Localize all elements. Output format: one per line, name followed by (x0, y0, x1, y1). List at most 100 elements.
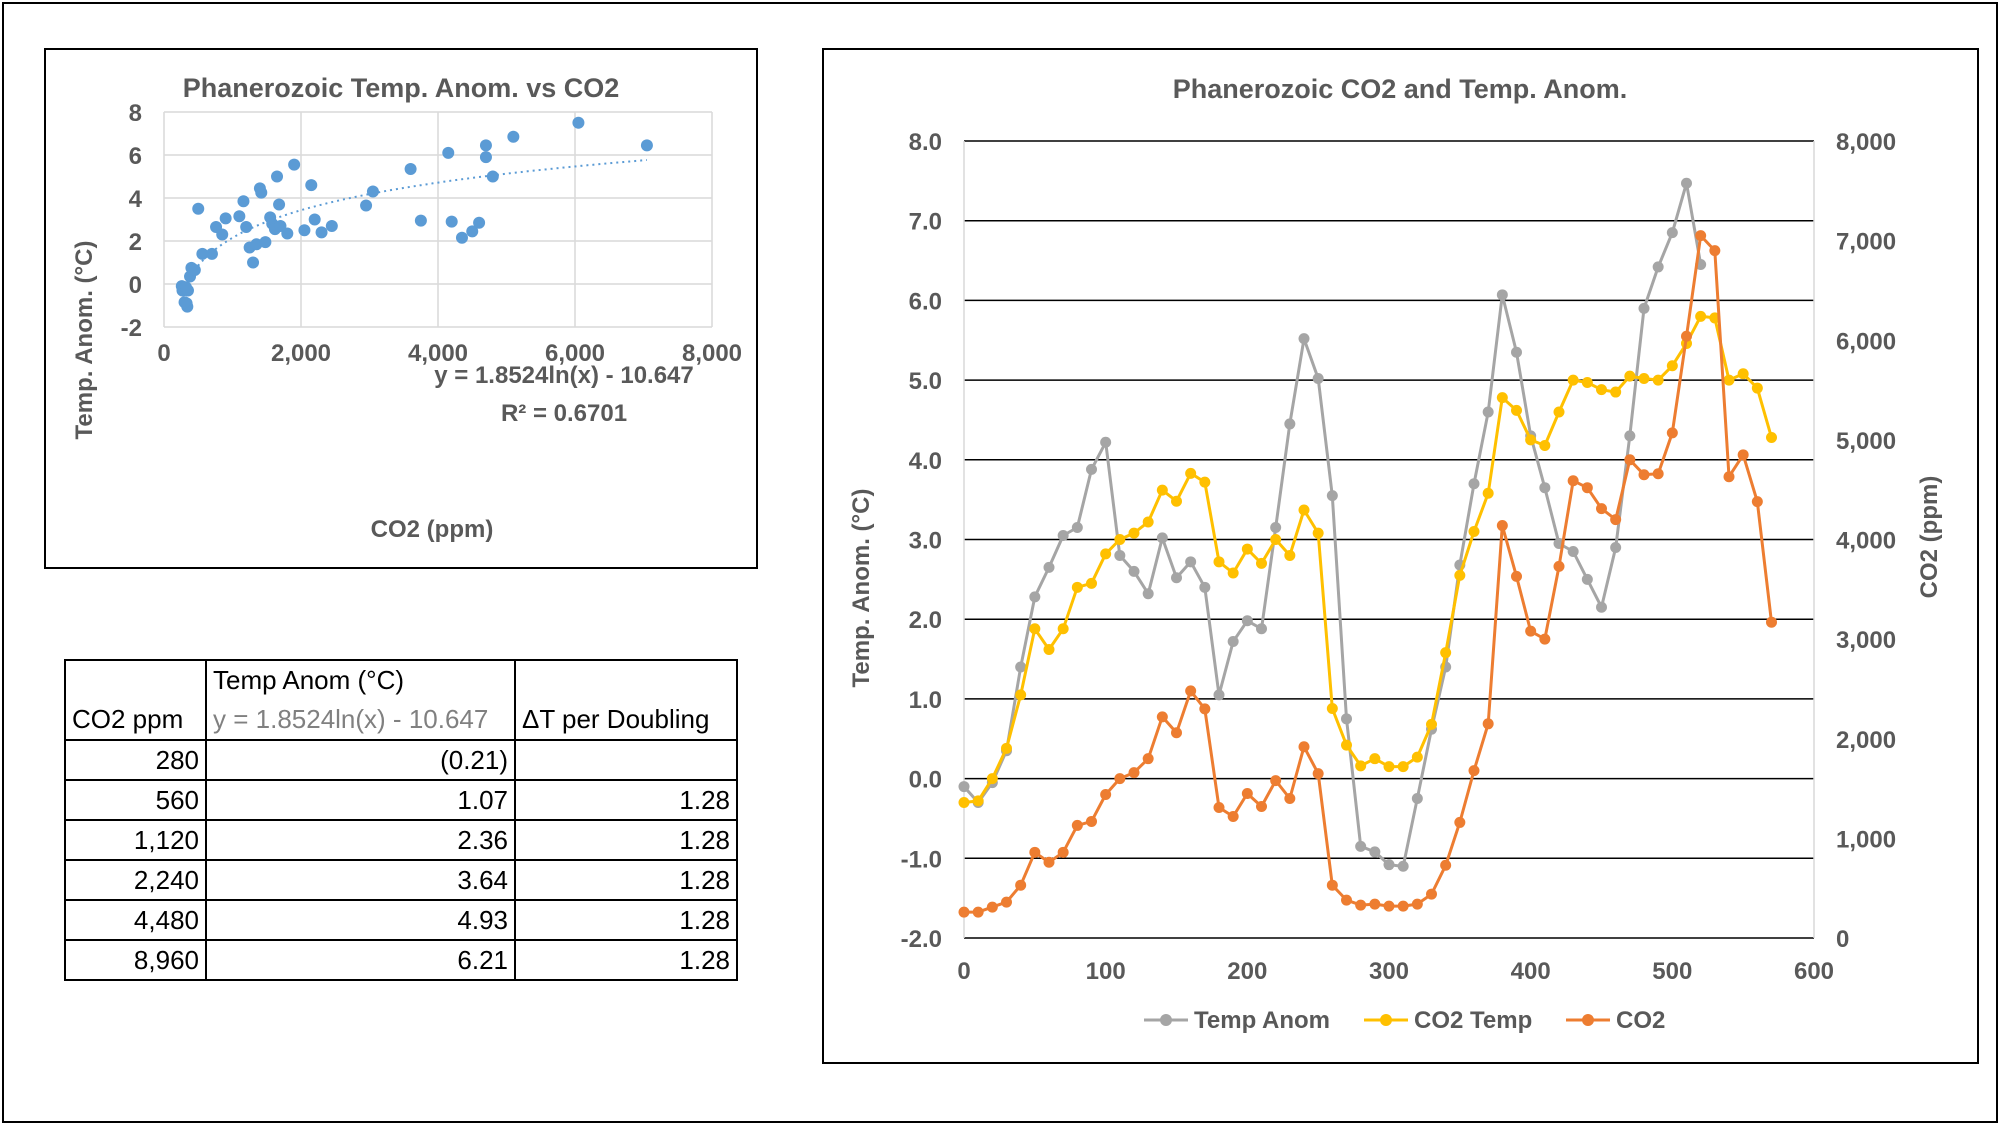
series-point-co2 (1128, 767, 1140, 779)
table-cell: 1.28 (514, 859, 738, 901)
legend-marker-co2 (1582, 1014, 1594, 1026)
line-y2-tick-label: 6,000 (1836, 328, 1896, 355)
series-point-co2 (1596, 503, 1607, 515)
table-cell: 2.36 (205, 819, 516, 861)
scatter-point (325, 219, 338, 232)
series-point-co2-temp (1001, 742, 1012, 754)
series-point-co2-temp (1156, 484, 1168, 496)
line-y-tick-label: 6.0 (909, 288, 942, 315)
series-point-temp-anom (1185, 556, 1197, 568)
line-series (958, 177, 1777, 918)
legend-label-co2-temp: CO2 Temp (1414, 1007, 1532, 1034)
series-point-co2 (1553, 560, 1565, 572)
series-point-co2-temp (986, 773, 998, 785)
scatter-points (175, 116, 653, 313)
series-point-co2 (1298, 741, 1310, 753)
scatter-point (205, 247, 218, 260)
scatter-trendline-path (183, 159, 647, 287)
line-y2-axis-label: CO2 (ppm) (1916, 476, 1943, 599)
series-point-co2 (1426, 888, 1437, 900)
series-point-co2-temp (1482, 487, 1494, 499)
series-point-temp-anom (1468, 478, 1480, 490)
line-x-tick-label: 600 (1794, 958, 1834, 985)
series-point-co2 (1681, 330, 1692, 342)
series-point-co2-temp (1284, 549, 1296, 561)
scatter-point (308, 213, 321, 226)
series-point-co2 (1156, 711, 1168, 723)
series-point-co2-temp (1341, 739, 1352, 751)
series-point-co2 (1015, 879, 1027, 891)
series-point-co2 (1213, 801, 1225, 813)
series-point-co2-temp (1624, 370, 1636, 382)
series-point-co2 (972, 906, 984, 918)
scatter-point (219, 212, 232, 225)
doubling-table: Temp Anom (°C) CO2 ppm y = 1.8524ln(x) -… (64, 659, 738, 981)
table-header-equation: y = 1.8524ln(x) - 10.647 (205, 700, 516, 741)
series-point-co2 (1383, 900, 1395, 912)
scatter-point (507, 130, 520, 143)
series-point-co2-temp (1468, 526, 1480, 538)
series-point-co2-temp (972, 795, 984, 807)
series-point-temp-anom (1142, 588, 1154, 600)
scatter-point (305, 179, 318, 192)
series-point-co2 (1695, 230, 1707, 242)
line-x-tick-label: 500 (1652, 958, 1692, 985)
scatter-y-tick-label: 6 (129, 143, 142, 170)
series-point-temp-anom (1355, 840, 1367, 852)
series-point-co2 (1610, 514, 1622, 526)
series-point-co2-temp (1440, 647, 1452, 659)
series-point-co2-temp (1567, 374, 1579, 386)
series-point-co2 (1057, 846, 1069, 858)
series-point-co2-temp (1142, 516, 1154, 528)
series-point-co2-temp (1270, 534, 1282, 545)
series-point-co2 (1525, 625, 1537, 637)
line-legend: Temp Anom CO2 Temp CO2 (1144, 1007, 1665, 1034)
table-cell: 1.07 (205, 779, 516, 821)
series-point-temp-anom (1581, 573, 1593, 585)
series-point-co2 (1086, 815, 1097, 827)
scatter-x-tick-label: 8,000 (682, 340, 742, 367)
series-line-co2 (964, 234, 1773, 914)
series-point-temp-anom (1043, 561, 1055, 573)
table-row: 1,120 2.36 1.28 (64, 819, 738, 861)
table-cell (64, 659, 207, 700)
scatter-point (273, 198, 286, 211)
table-row: 280 (0.21) (64, 739, 738, 781)
series-point-co2-temp (1057, 623, 1069, 635)
series-point-co2 (1199, 703, 1211, 715)
series-point-temp-anom (1539, 482, 1551, 494)
series-point-co2-temp (1596, 384, 1607, 396)
series-point-temp-anom (1482, 406, 1494, 418)
series-point-co2 (1369, 898, 1381, 910)
series-point-co2 (1411, 898, 1423, 910)
series-point-temp-anom (1071, 522, 1083, 534)
series-point-co2-temp (1695, 310, 1707, 322)
scatter-point (479, 151, 492, 164)
scatter-point (572, 116, 585, 129)
series-point-temp-anom (1326, 490, 1338, 502)
scatter-x-tick-label: 2,000 (271, 340, 331, 367)
line-y2-tick-label: 4,000 (1836, 528, 1896, 555)
series-point-co2 (1482, 718, 1494, 730)
scatter-x-tick-label: 0 (157, 340, 170, 367)
series-point-temp-anom (1057, 530, 1069, 542)
table-cell: 2,240 (64, 859, 207, 901)
line-y-tick-label: 3.0 (909, 528, 942, 555)
scatter-title: Phanerozoic Temp. Anom. vs CO2 (183, 73, 620, 103)
scatter-r2-annotation: R² = 0.6701 (501, 400, 627, 427)
series-point-co2-temp (1071, 581, 1083, 593)
series-point-temp-anom (1369, 846, 1381, 858)
series-point-co2-temp (1015, 689, 1027, 701)
line-x-tick-label: 300 (1369, 958, 1409, 985)
series-point-co2 (1454, 816, 1466, 828)
series-point-co2-temp (1638, 373, 1650, 385)
series-point-co2-temp (1128, 527, 1140, 539)
series-point-temp-anom (1624, 430, 1636, 442)
series-point-temp-anom (1128, 565, 1140, 577)
series-point-temp-anom (1114, 549, 1126, 561)
series-point-co2-temp (1256, 557, 1267, 569)
series-point-co2-temp (1114, 534, 1126, 545)
scatter-y-tick-label: 0 (129, 272, 142, 299)
line-y-tick-label: 8.0 (909, 129, 942, 156)
scatter-x-axis-label: CO2 (ppm) (371, 516, 494, 543)
